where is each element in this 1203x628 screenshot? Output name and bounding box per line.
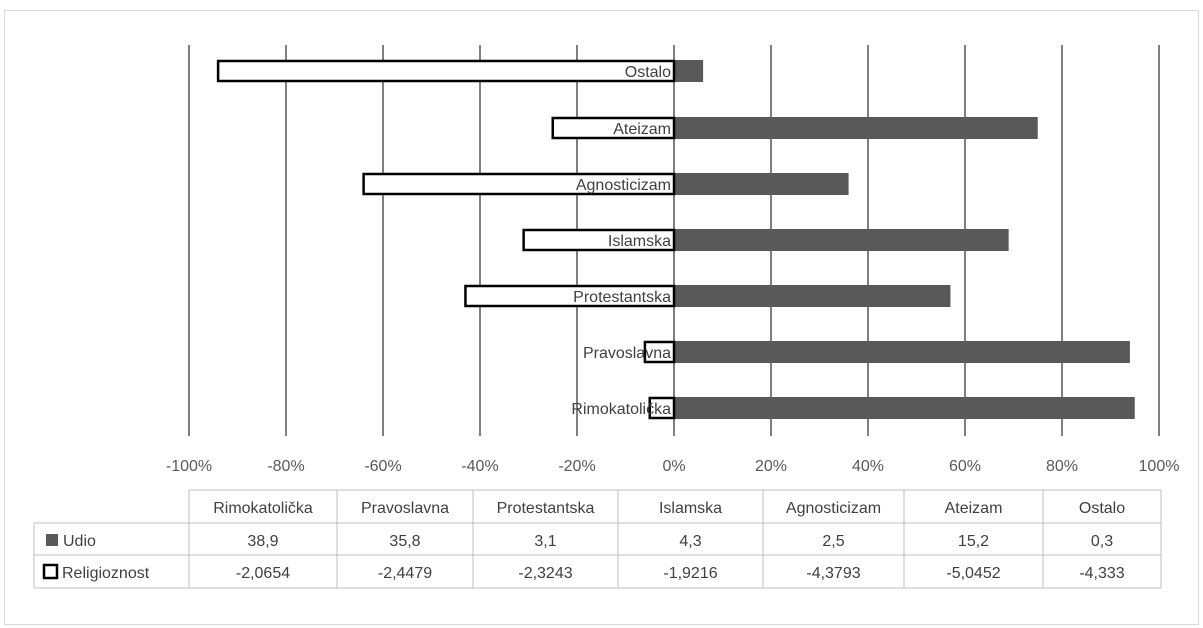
table-cell: -4,333 bbox=[1079, 565, 1124, 582]
category-label: Rimokatolička bbox=[571, 401, 671, 418]
bar-udio bbox=[674, 173, 849, 195]
bar-religioznost bbox=[551, 116, 676, 140]
x-tick-label: -20% bbox=[558, 458, 595, 475]
table-cell: 4,3 bbox=[679, 533, 701, 550]
table-header-cell: Protestantska bbox=[497, 500, 595, 517]
category-label: Pravoslavna bbox=[583, 345, 671, 362]
table-cell: 38,9 bbox=[247, 533, 278, 550]
legend-key-religioznost bbox=[42, 563, 59, 580]
bar-religioznost bbox=[464, 284, 676, 308]
table-header-cell: Rimokatolička bbox=[213, 500, 313, 517]
table-header-cell: Pravoslavna bbox=[361, 500, 449, 517]
category-label: Agnosticizam bbox=[576, 177, 671, 194]
table-cell: 3,1 bbox=[534, 533, 556, 550]
x-tick-label: -80% bbox=[267, 458, 304, 475]
bar-religioznost bbox=[216, 59, 676, 83]
table-cell: -4,3793 bbox=[806, 565, 860, 582]
table-cell: -2,4479 bbox=[378, 565, 432, 582]
bar-udio bbox=[674, 117, 1038, 139]
x-tick-label: -100% bbox=[166, 458, 212, 475]
x-tick-label: 0% bbox=[662, 458, 685, 475]
x-tick-label: 100% bbox=[1139, 458, 1180, 475]
table-cell: 0,3 bbox=[1091, 533, 1113, 550]
table-header-cell: Islamska bbox=[659, 500, 722, 517]
table-header-cell: Ateizam bbox=[945, 500, 1003, 517]
bar-religioznost bbox=[522, 228, 676, 252]
bar-religioznost bbox=[648, 396, 676, 420]
bar-religioznost bbox=[362, 172, 676, 196]
table-cell: 35,8 bbox=[389, 533, 420, 550]
x-tick-label: 20% bbox=[755, 458, 787, 475]
table-cell: -2,0654 bbox=[236, 565, 290, 582]
bar-religioznost bbox=[643, 340, 676, 364]
table-row-label: Udio bbox=[63, 533, 96, 550]
table-header-cell: Ostalo bbox=[1079, 500, 1125, 517]
table-cell: -1,9216 bbox=[663, 565, 717, 582]
category-label: Protestantska bbox=[573, 289, 671, 306]
bar-udio bbox=[674, 341, 1130, 363]
bar-udio bbox=[674, 60, 704, 82]
category-label: Ostalo bbox=[625, 64, 671, 81]
x-tick-label: 80% bbox=[1046, 458, 1078, 475]
bar-udio bbox=[674, 285, 951, 307]
legend-key-udio bbox=[46, 534, 58, 546]
table-cell: -5,0452 bbox=[946, 565, 1000, 582]
x-tick-label: -40% bbox=[461, 458, 498, 475]
x-tick-label: 60% bbox=[949, 458, 981, 475]
x-tick-label: 40% bbox=[852, 458, 884, 475]
table-row-label: Religioznost bbox=[62, 565, 150, 582]
table-cell: 15,2 bbox=[958, 533, 989, 550]
category-label: Islamska bbox=[608, 233, 671, 250]
bar-udio bbox=[674, 397, 1135, 419]
table-cell: -2,3243 bbox=[518, 565, 572, 582]
table-header-cell: Agnosticizam bbox=[786, 500, 881, 517]
x-tick-label: -60% bbox=[364, 458, 401, 475]
bar-udio bbox=[674, 229, 1009, 251]
table-cell: 2,5 bbox=[822, 533, 844, 550]
category-label: Ateizam bbox=[613, 121, 671, 138]
